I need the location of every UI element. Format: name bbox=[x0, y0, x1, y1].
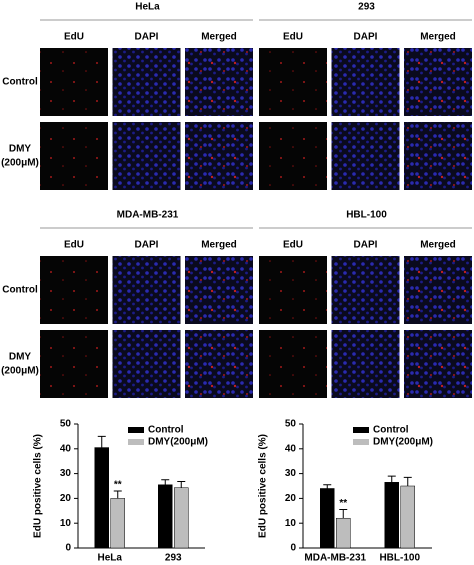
micrograph bbox=[331, 48, 400, 116]
micrograph bbox=[112, 330, 181, 398]
row-label: DMY bbox=[9, 352, 32, 363]
y-tick-label: 40 bbox=[285, 443, 297, 454]
micrograph bbox=[185, 256, 253, 324]
column-header: Merged bbox=[420, 240, 456, 251]
micrograph bbox=[185, 122, 253, 190]
error-bar bbox=[403, 476, 412, 486]
legend-label: Control bbox=[373, 425, 409, 436]
row-label: DMY bbox=[9, 144, 32, 155]
error-bar bbox=[339, 509, 348, 519]
y-axis-label: EdU positive cells (%) bbox=[33, 434, 44, 538]
bar bbox=[110, 498, 125, 549]
y-tick-label: 10 bbox=[285, 518, 297, 529]
legend-label: Control bbox=[148, 425, 184, 436]
legend-label: DMY(200μM) bbox=[373, 437, 433, 448]
row-label: Control bbox=[2, 285, 38, 296]
micrograph bbox=[259, 48, 327, 116]
x-tick-label: MDA-MB-231 bbox=[304, 553, 366, 564]
micrograph bbox=[185, 48, 253, 116]
bar bbox=[384, 482, 399, 549]
micrograph bbox=[40, 122, 108, 190]
y-tick-label: 50 bbox=[60, 419, 72, 430]
column-header: Merged bbox=[420, 32, 456, 43]
legend-swatch bbox=[353, 427, 369, 433]
column-header: EdU bbox=[283, 240, 303, 251]
column-header: DAPI bbox=[354, 240, 378, 251]
column-header: DAPI bbox=[135, 32, 159, 43]
column-header: EdU bbox=[64, 240, 84, 251]
error-bar bbox=[177, 481, 186, 488]
micrograph bbox=[112, 122, 181, 190]
error-bar bbox=[323, 484, 332, 489]
micrograph bbox=[40, 330, 108, 398]
cell-line-title: 293 bbox=[358, 2, 375, 13]
row-label: (200μM) bbox=[1, 158, 39, 169]
bar bbox=[94, 447, 109, 549]
error-bar bbox=[97, 435, 106, 448]
significance: ** bbox=[339, 498, 347, 509]
row-label: Control bbox=[2, 77, 38, 88]
x-tick-label: HBL-100 bbox=[379, 553, 420, 564]
column-header: EdU bbox=[283, 32, 303, 43]
cell-line-title: HBL-100 bbox=[346, 210, 387, 221]
bar bbox=[174, 487, 189, 549]
micrograph bbox=[404, 256, 472, 324]
micrograph bbox=[185, 330, 253, 398]
row-label: (200μM) bbox=[1, 366, 39, 377]
y-tick-label: 50 bbox=[285, 419, 297, 430]
micrograph bbox=[259, 330, 327, 398]
bar bbox=[336, 517, 351, 549]
y-tick-label: 40 bbox=[60, 443, 72, 454]
x-tick-label: 293 bbox=[165, 553, 182, 564]
y-tick-label: 20 bbox=[285, 493, 297, 504]
micrograph bbox=[404, 48, 472, 116]
bar bbox=[400, 485, 415, 549]
y-tick-label: 10 bbox=[60, 518, 72, 529]
y-axis-label: EdU positive cells (%) bbox=[258, 434, 269, 538]
bar bbox=[320, 488, 335, 549]
legend-swatch bbox=[353, 439, 369, 445]
micrograph bbox=[40, 48, 108, 116]
micrograph bbox=[331, 330, 400, 398]
legend-swatch bbox=[128, 427, 144, 433]
column-header: DAPI bbox=[135, 240, 159, 251]
error-bar bbox=[113, 490, 122, 499]
bar bbox=[158, 484, 173, 549]
micrograph bbox=[259, 122, 327, 190]
cell-line-title: MDA-MB-231 bbox=[117, 210, 179, 221]
column-header: Merged bbox=[201, 240, 237, 251]
micrograph bbox=[404, 330, 472, 398]
y-tick-label: 0 bbox=[65, 543, 71, 554]
column-header: EdU bbox=[64, 32, 84, 43]
cell-line-title: HeLa bbox=[135, 2, 160, 13]
micrograph bbox=[331, 122, 400, 190]
micrograph bbox=[404, 122, 472, 190]
y-tick-label: 30 bbox=[285, 468, 297, 479]
y-tick-label: 20 bbox=[60, 493, 72, 504]
y-tick-label: 0 bbox=[290, 543, 296, 554]
micrograph bbox=[259, 256, 327, 324]
legend-label: DMY(200μM) bbox=[148, 437, 208, 448]
error-bar bbox=[387, 475, 396, 483]
legend-swatch bbox=[128, 439, 144, 445]
micrograph bbox=[112, 256, 181, 324]
column-header: Merged bbox=[201, 32, 237, 43]
significance: ** bbox=[114, 480, 122, 491]
micrograph bbox=[112, 48, 181, 116]
micrograph bbox=[331, 256, 400, 324]
y-tick-label: 30 bbox=[60, 468, 72, 479]
error-bar bbox=[161, 479, 170, 485]
micrograph bbox=[40, 256, 108, 324]
x-tick-label: HeLa bbox=[98, 553, 123, 564]
column-header: DAPI bbox=[354, 32, 378, 43]
